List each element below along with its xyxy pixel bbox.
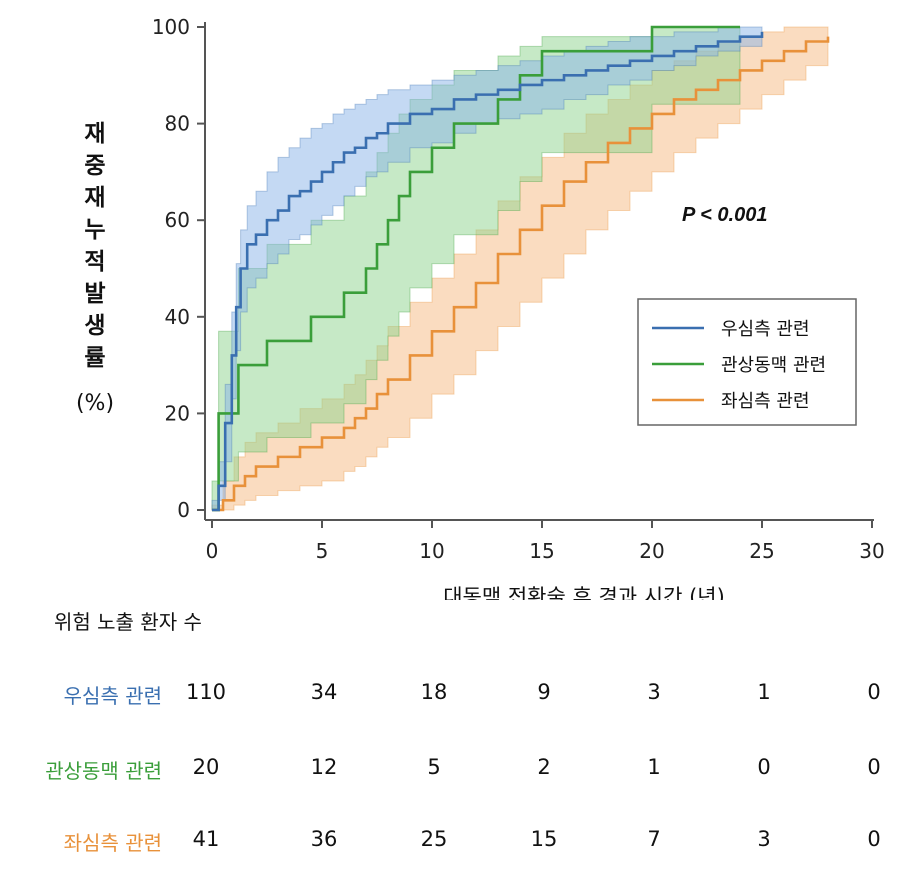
risk-value: 3 xyxy=(647,680,661,704)
series-line-1 xyxy=(212,25,740,512)
series-line-0 xyxy=(212,31,764,512)
x-axis-title: 대동맥 전환술 후 경과 시간 (년) xyxy=(443,585,725,600)
risk-row-label: 관상동맥 관련 xyxy=(45,759,162,783)
y-axis-title-char: 적 xyxy=(84,249,106,275)
series-line-2 xyxy=(212,36,830,512)
risk-row-2: 좌심측 관련 41 36 25 15 7 3 0 xyxy=(0,827,900,857)
y-tick-label: 40 xyxy=(165,305,190,329)
y-axis-title-char: 누 xyxy=(84,217,106,243)
risk-value: 110 xyxy=(185,680,227,704)
risk-value: 25 xyxy=(420,827,448,851)
x-tick-label: 25 xyxy=(749,539,774,563)
risk-value: 36 xyxy=(310,827,338,851)
y-tick-label: 0 xyxy=(177,498,190,522)
risk-row-label: 좌심측 관련 xyxy=(63,831,162,855)
y-axis-title-char: 률 xyxy=(84,345,106,371)
risk-value: 41 xyxy=(192,827,220,851)
incidence-chart: 0 20 40 60 80 100 0 5 10 15 20 25 30 대동맥 전환술 후 경과 시… xyxy=(152,15,885,600)
legend-box xyxy=(637,298,857,426)
y-axis-title-char: 발 xyxy=(84,281,106,307)
risk-value: 12 xyxy=(310,755,338,779)
legend-label-2: 좌심측 관련 xyxy=(721,391,810,412)
risk-row-0: 우심측 관련 110 34 18 9 3 1 0 xyxy=(0,680,900,710)
ci-band-0 xyxy=(211,26,763,511)
y-axis-title-char: 재 xyxy=(84,121,106,147)
risk-value: 15 xyxy=(530,827,558,851)
risk-value: 0 xyxy=(757,755,771,779)
y-tick-label: 80 xyxy=(165,112,190,136)
risk-value: 7 xyxy=(647,827,661,851)
risk-value: 2 xyxy=(537,755,551,779)
x-tick-label: 10 xyxy=(419,539,444,563)
risk-value: 0 xyxy=(867,755,881,779)
y-axis-unit: (%) xyxy=(75,391,115,416)
y-axis-title-char: 중 xyxy=(84,153,106,179)
risk-value: 34 xyxy=(310,680,338,704)
y-tick-label: 20 xyxy=(165,401,190,425)
x-tick-label: 0 xyxy=(206,539,219,563)
y-axis-title-char: 생 xyxy=(84,313,106,339)
series-lines xyxy=(212,25,830,512)
x-tick-label: 30 xyxy=(859,539,884,563)
x-tick-label: 15 xyxy=(529,539,554,563)
risk-value: 1 xyxy=(647,755,661,779)
x-ticks: 0 5 10 15 20 25 30 xyxy=(206,520,885,563)
risk-value: 20 xyxy=(192,755,220,779)
risk-row-label: 우심측 관련 xyxy=(63,684,162,708)
x-tick-label: 5 xyxy=(316,539,329,563)
risk-value: 0 xyxy=(867,680,881,704)
risk-value: 0 xyxy=(867,827,881,851)
y-tick-label: 60 xyxy=(165,208,190,232)
risk-value: 5 xyxy=(427,755,441,779)
y-axis-title-char: 재 xyxy=(84,185,106,211)
p-value-annotation: P < 0.001 xyxy=(682,204,767,226)
risk-value: 9 xyxy=(537,680,551,704)
y-ticks: 0 20 40 60 80 100 xyxy=(152,15,205,522)
legend-label-1: 관상동맥 관련 xyxy=(721,355,826,376)
x-tick-label: 20 xyxy=(639,539,664,563)
risk-value: 1 xyxy=(757,680,771,704)
risk-value: 18 xyxy=(420,680,448,704)
risk-value: 3 xyxy=(757,827,771,851)
legend-label-0: 우심측 관련 xyxy=(721,319,810,340)
risk-row-1: 관상동맥 관련 20 12 5 2 1 0 0 xyxy=(0,755,900,785)
risk-table-title: 위험 노출 환자 수 xyxy=(54,610,202,634)
y-tick-label: 100 xyxy=(152,15,190,39)
